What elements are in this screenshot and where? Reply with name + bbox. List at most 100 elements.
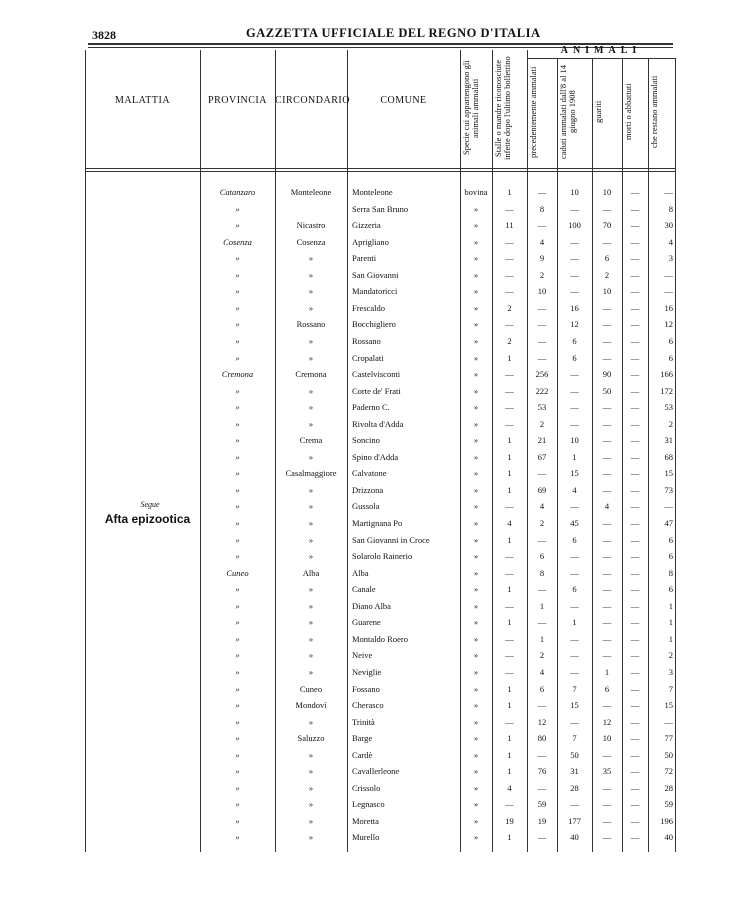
table-cell: Crissolo xyxy=(352,782,381,793)
table-cell: » xyxy=(473,518,479,528)
table-cell: 10 xyxy=(570,435,579,446)
table-cell: 1 xyxy=(507,733,512,744)
table-cell: 11 xyxy=(505,220,514,231)
table-cell: » xyxy=(473,567,479,578)
table-cell: — xyxy=(505,269,514,280)
table-cell: 196 xyxy=(660,815,673,826)
table-cell: 53 xyxy=(664,402,674,413)
table-cell: » xyxy=(473,451,479,462)
table-cell: » xyxy=(473,766,479,777)
table-cell: Nicastro xyxy=(296,220,326,231)
column-header: Stalle o mandre riconosciute infette dop… xyxy=(493,56,512,160)
table-cell: » xyxy=(473,468,479,479)
table-cell: » xyxy=(473,203,479,214)
table-cell: » xyxy=(235,799,240,810)
table-cell: — xyxy=(602,302,612,313)
table-cell: Casalmaggiore xyxy=(285,468,337,479)
table-cell: 1 xyxy=(507,468,512,479)
table-cell: — xyxy=(664,716,674,727)
table-cell: — xyxy=(630,782,640,793)
table-cell: 10 xyxy=(537,286,547,297)
table-cell: 7 xyxy=(668,683,673,694)
table-cell: 45 xyxy=(570,518,579,528)
table-cell: » xyxy=(308,402,314,413)
table-cell: 72 xyxy=(664,766,674,777)
table-cell: — xyxy=(537,617,547,628)
table-cell: — xyxy=(630,799,640,810)
table-cell: — xyxy=(602,567,612,578)
table-cell: — xyxy=(630,402,640,413)
table-cell: 4 xyxy=(507,518,512,528)
table-cell: — xyxy=(505,385,514,396)
table-cell: » xyxy=(473,617,479,628)
table-cell: » xyxy=(473,584,479,595)
table-cell: » xyxy=(235,666,240,677)
table-cell: — xyxy=(630,253,640,264)
table-cell: » xyxy=(473,435,479,446)
column-header: COMUNE xyxy=(380,95,427,106)
table-cell: » xyxy=(308,302,314,313)
rule xyxy=(88,47,673,48)
table-cell: » xyxy=(235,319,240,330)
table-cell: — xyxy=(602,584,612,595)
table-cell: » xyxy=(473,335,479,346)
table-cell: » xyxy=(235,782,240,793)
table-cell: — xyxy=(505,418,514,429)
table-cell: Legnasco xyxy=(352,799,385,810)
table-cell: » xyxy=(235,733,240,744)
table-cell: — xyxy=(537,749,547,760)
table-cell: » xyxy=(473,418,479,429)
table-cell: Calvatone xyxy=(352,468,387,479)
table-cell: 12 xyxy=(664,319,674,330)
table-cell: — xyxy=(630,815,640,826)
column-header: guariti xyxy=(593,100,603,124)
disease: Afta epizootica xyxy=(104,512,191,526)
table-cell: — xyxy=(630,650,640,661)
table-cell: » xyxy=(473,302,479,313)
table-cell: 12 xyxy=(537,716,547,727)
table-cell: 7 xyxy=(572,683,577,694)
table-cell: 222 xyxy=(535,385,549,396)
table-cell: — xyxy=(664,187,674,197)
table-cell: Solarolo Rainerio xyxy=(352,551,413,562)
table-cell: 6 xyxy=(668,335,673,346)
column-rule xyxy=(557,58,558,852)
table-cell: — xyxy=(630,683,640,694)
table-cell: 6 xyxy=(572,534,577,545)
table-cell: — xyxy=(664,269,674,280)
table-cell: » xyxy=(235,815,240,826)
table-cell: — xyxy=(602,650,612,661)
table-cell: » xyxy=(473,716,479,727)
table-cell: — xyxy=(630,286,640,297)
table-cell: — xyxy=(570,286,579,297)
table-cell: — xyxy=(570,269,579,280)
table-cell: Crema xyxy=(299,435,323,446)
table-cell: — xyxy=(602,633,612,644)
table-cell: » xyxy=(235,269,240,280)
table-cell: Cuneo xyxy=(226,567,249,578)
table-cell: — xyxy=(630,617,640,628)
table-cell: 4 xyxy=(668,236,673,247)
table-cell: — xyxy=(630,551,640,562)
table-cell: 1 xyxy=(539,633,545,644)
table-cell: 2 xyxy=(539,418,545,429)
table-cell: — xyxy=(630,468,640,479)
table-cell: » xyxy=(308,286,314,297)
table-cell: » xyxy=(473,815,479,826)
table-cell: — xyxy=(537,319,547,330)
table-cell: » xyxy=(473,683,479,694)
table-cell: » xyxy=(473,286,479,297)
table-cell: Barge xyxy=(352,733,373,744)
table-cell: — xyxy=(602,534,612,545)
table-cell: » xyxy=(308,451,314,462)
group-header: ANIMALI xyxy=(560,45,642,56)
table-cell: » xyxy=(473,700,479,711)
table-cell: 12 xyxy=(570,319,579,330)
table-cell: 2 xyxy=(539,650,545,661)
table-cell: » xyxy=(235,451,240,462)
table-cell: 1 xyxy=(668,617,673,628)
column-rule xyxy=(622,58,623,852)
table-cell: » xyxy=(473,319,479,330)
table-cell: 6 xyxy=(668,534,673,545)
table-cell: — xyxy=(630,633,640,644)
